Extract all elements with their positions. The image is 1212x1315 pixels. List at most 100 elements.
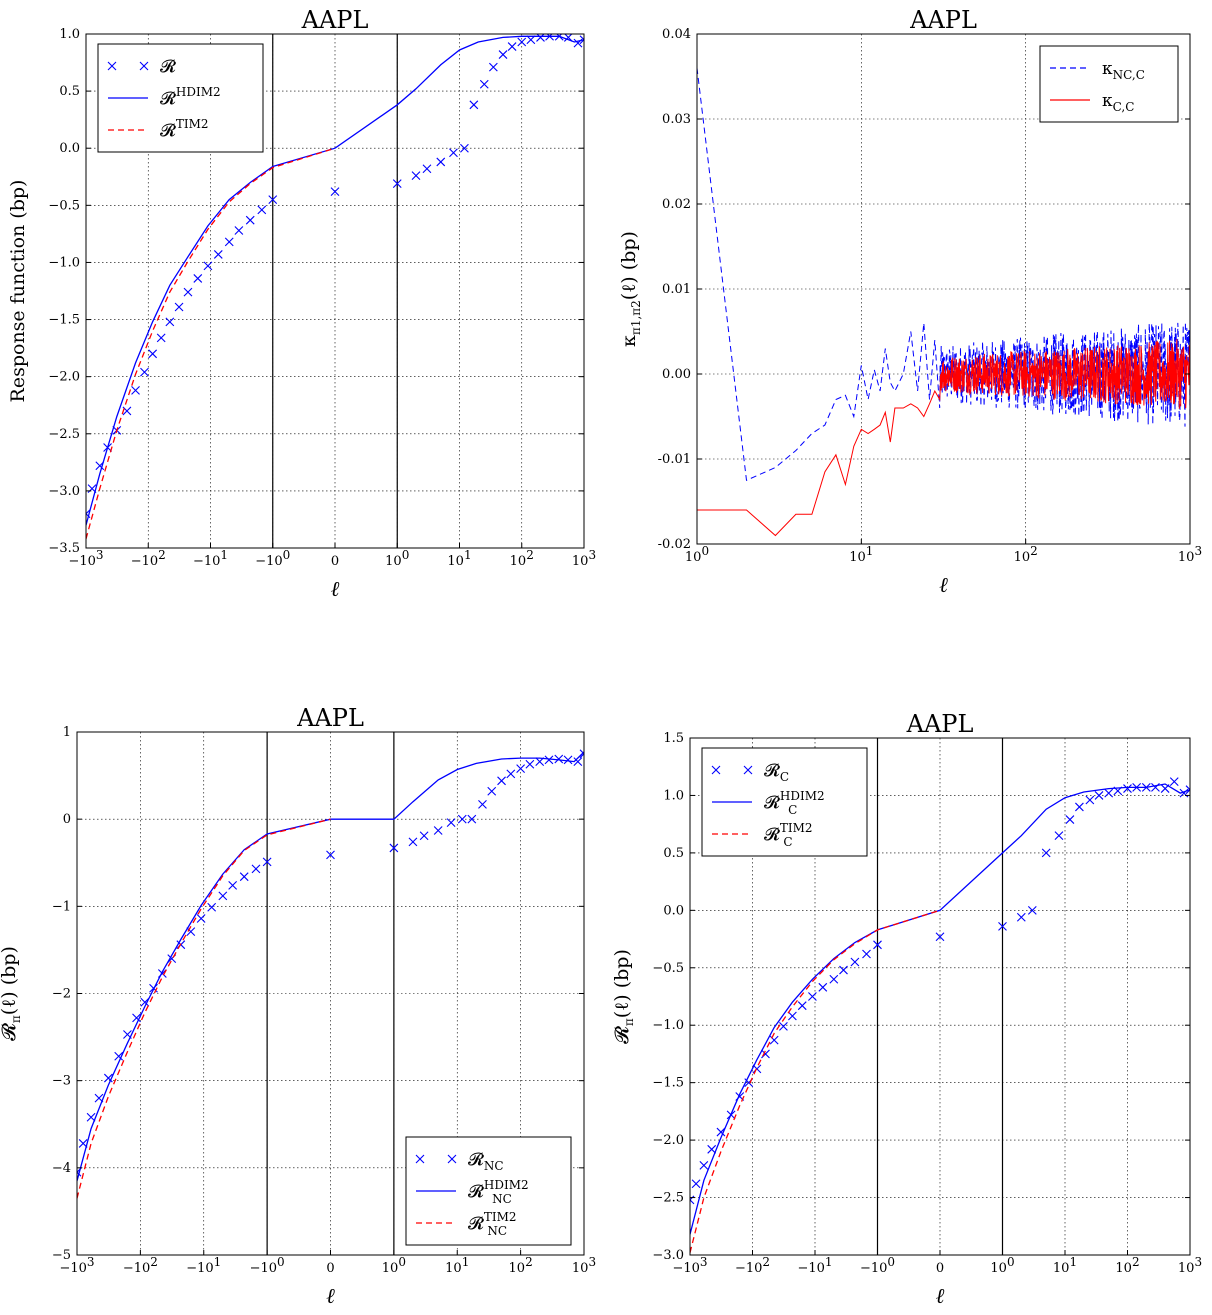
data-point (467, 814, 477, 824)
y-tick-label: 0.0 (663, 903, 684, 918)
data-point (165, 317, 175, 327)
y-tick-label: 0.5 (663, 846, 684, 861)
data-point (132, 1013, 141, 1023)
y-tick-label: −1.0 (652, 1018, 684, 1033)
data-point (1075, 802, 1084, 812)
x-tick-label: −101 (797, 1255, 832, 1276)
data-point (330, 187, 340, 197)
x-tick-label: −100 (255, 548, 290, 569)
x-tick-label: 101 (447, 548, 471, 569)
y-tick-label: −3.0 (48, 484, 80, 499)
plot-area (86, 34, 584, 540)
plot-area (77, 749, 584, 1199)
legend-label: 𝓡 (160, 57, 176, 77)
data-point (268, 195, 278, 205)
y-tick-label: 1 (63, 725, 71, 740)
data-point (579, 35, 584, 45)
data-point (1041, 848, 1051, 858)
series-r-nc-tim2 (77, 818, 331, 1199)
series-r-c-tim2 (690, 909, 941, 1253)
y-tick-label: 0 (63, 812, 71, 827)
legend-label: 𝓡TIM2 NC (468, 1210, 517, 1238)
legend-box (1039, 45, 1179, 123)
data-point (156, 333, 166, 343)
data-point (422, 164, 432, 174)
y-tick-label: 0.02 (662, 197, 691, 212)
legend-marker (107, 61, 117, 71)
data-point (131, 385, 140, 395)
y-tick-label: −3 (52, 1074, 71, 1089)
data-point (224, 237, 234, 247)
data-point (140, 367, 149, 377)
y-tick-label: −1.5 (48, 313, 80, 328)
data-point (122, 406, 132, 416)
data-point (707, 1144, 717, 1154)
data-point (497, 776, 506, 786)
data-point (433, 826, 443, 835)
legend-label: κNC,C (1102, 59, 1145, 82)
y-tick-label: −5 (52, 1248, 71, 1263)
data-point (234, 226, 244, 235)
data-point (761, 1049, 770, 1059)
legend: 𝓡NC 𝓡HDIM2 NC 𝓡TIM2 NC (405, 1136, 572, 1246)
x-tick-label: −101 (186, 1255, 221, 1276)
data-point (525, 759, 535, 769)
data-point (1094, 791, 1104, 800)
x-tick-label: −102 (123, 1255, 158, 1276)
x-axis-label: ℓ (939, 573, 948, 597)
y-tick-label: −2.5 (652, 1191, 684, 1206)
y-tick-label: −2 (52, 987, 71, 1002)
y-tick-label: −1.5 (652, 1076, 684, 1091)
data-point (487, 786, 497, 796)
x-tick-label: 101 (445, 1255, 469, 1276)
data-point (769, 1035, 779, 1045)
data-point (140, 997, 150, 1007)
legend-label: 𝓡HDIM2 NC (468, 1178, 529, 1206)
data-point (779, 1021, 788, 1031)
plot-area (690, 777, 1190, 1253)
data-point (1027, 905, 1037, 915)
x-tick-label: −102 (131, 548, 166, 569)
data-point (419, 831, 429, 841)
legend-label: 𝓡C (764, 761, 789, 784)
legend: κNC,C κC,C (1039, 45, 1179, 123)
y-axis-label: Response function (bp) (7, 180, 29, 403)
chart-title: AAPL (906, 710, 974, 738)
x-tick-label: 0 (331, 554, 339, 569)
legend-marker (711, 765, 721, 775)
x-tick-label: −100 (860, 1255, 895, 1276)
x-tick-label: 102 (509, 1255, 533, 1276)
y-tick-label: 0.5 (59, 84, 80, 99)
x-tick-label: −103 (672, 1255, 707, 1276)
data-point (207, 902, 217, 912)
chart-title: AAPL (296, 704, 364, 732)
y-tick-label: 0.04 (662, 27, 691, 42)
y-axis-label: κπ1,π2(ℓ) (bp) (618, 231, 643, 347)
legend-label: 𝓡TIM2 C (764, 821, 813, 849)
y-tick-label: −0.5 (652, 961, 684, 976)
data-point (488, 62, 498, 72)
y-tick-label: −3.5 (48, 541, 80, 556)
data-point (408, 837, 418, 847)
y-tick-label: -0.01 (658, 452, 691, 467)
chart-title: AAPL (909, 6, 977, 34)
data-point (699, 1161, 709, 1170)
data-point (1169, 777, 1179, 787)
series--nc-c (697, 67, 1190, 482)
data-point (1085, 795, 1095, 805)
legend: 𝓡C 𝓡HDIM2 C 𝓡TIM2 C (701, 747, 868, 857)
series-r-tim2 (86, 147, 336, 540)
y-tick-label: 1.5 (663, 731, 684, 746)
x-tick-label: −102 (735, 1255, 770, 1276)
data-point (174, 302, 184, 312)
panel-nc: 1 0 −1 −2 −3 −4 −5−103 −102 −101 −100 0 100 101 102 10… (0, 704, 596, 1308)
data-point (1104, 788, 1114, 798)
series-r-c-hdim2 (690, 783, 1190, 1235)
data-point (498, 50, 508, 59)
data-point (1016, 912, 1026, 922)
data-point (797, 1001, 807, 1011)
panel-response: 1.00.50.0−0.5−1.0−1.5−2.0−2.5−3.0−3.5−10… (7, 6, 596, 601)
data-point (544, 755, 554, 765)
legend-label: 𝓡NC (468, 1150, 504, 1173)
